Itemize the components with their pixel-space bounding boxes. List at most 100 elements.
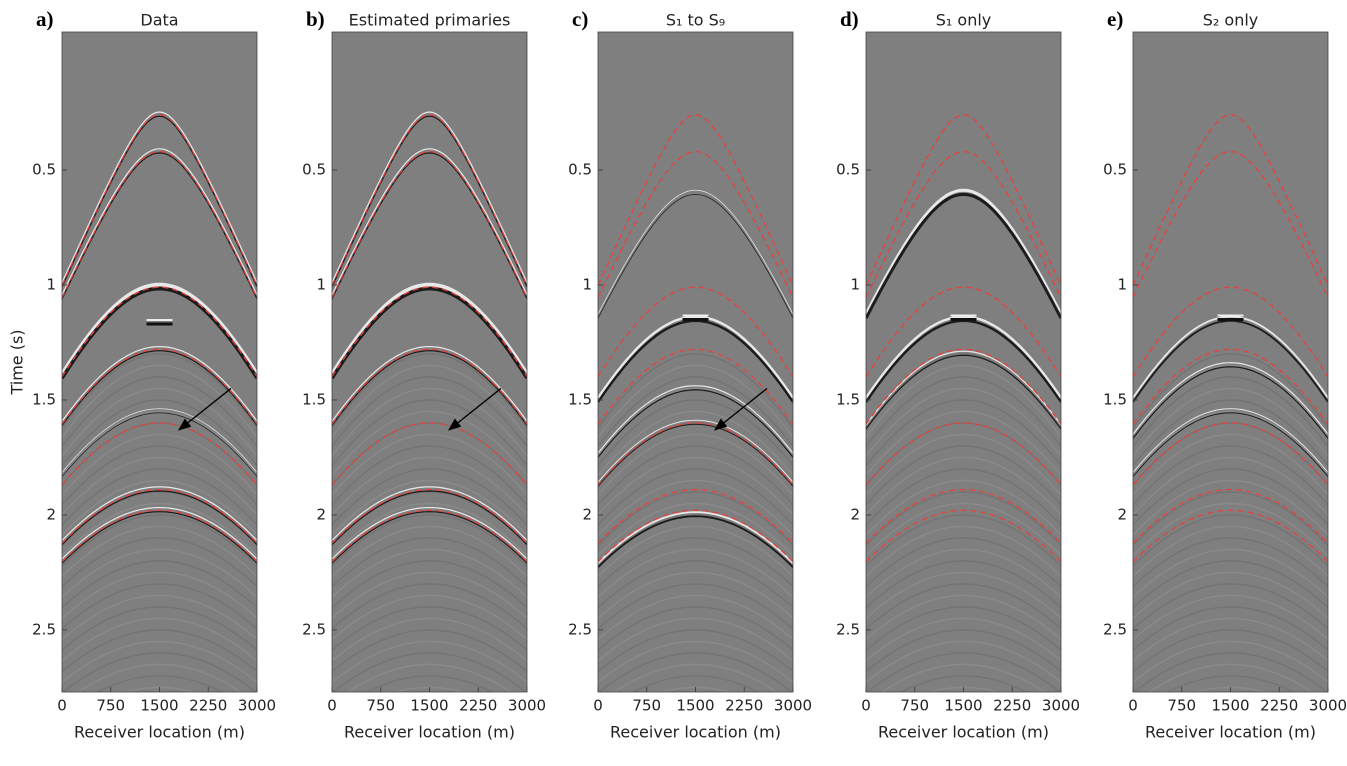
ringing xyxy=(598,491,793,546)
ringing xyxy=(598,571,793,619)
ringing xyxy=(62,433,257,496)
x-axis-label: Receiver location (m) xyxy=(74,723,245,742)
event-black xyxy=(332,286,527,380)
ringing xyxy=(866,548,1061,598)
ringing xyxy=(880,663,1047,692)
red-dashed xyxy=(866,509,1061,563)
ringing xyxy=(598,606,793,651)
red-dashed xyxy=(62,509,257,563)
ringing xyxy=(1133,456,1328,516)
panel-title: Estimated primaries xyxy=(349,11,511,30)
ringing xyxy=(866,571,1061,619)
ringing xyxy=(62,468,257,526)
panel-label: a) xyxy=(36,7,54,31)
ringing xyxy=(1133,594,1328,640)
event-white xyxy=(62,282,257,375)
x-tick-label: 750 xyxy=(96,697,125,715)
event-white xyxy=(598,385,793,454)
event-white xyxy=(332,282,527,375)
ringing xyxy=(866,583,1061,630)
ringing xyxy=(866,479,1061,536)
ringing xyxy=(866,433,1061,496)
y-tick-label: 0.5 xyxy=(836,160,860,178)
event-white xyxy=(1133,362,1328,435)
red-dashed xyxy=(62,422,257,486)
panel: 0 750 1500 2250 3000 0.5 1 1.5 2 2.5 d) S₁ only Rece… xyxy=(836,7,1080,742)
x-tick-label: 1500 xyxy=(1211,697,1249,715)
ringing xyxy=(1133,652,1328,692)
arrow xyxy=(713,387,768,431)
ringing xyxy=(598,376,793,447)
panel-title: Data xyxy=(140,11,178,30)
ringing xyxy=(1133,468,1328,526)
red-dashed xyxy=(866,488,1061,544)
panel-label: c) xyxy=(572,7,588,31)
ringing xyxy=(332,433,527,496)
red-dashed xyxy=(62,114,257,286)
event-black xyxy=(62,490,257,546)
y-tick-label: 2.5 xyxy=(1103,620,1127,638)
panel-label: d) xyxy=(840,7,859,31)
ringing xyxy=(332,629,527,673)
red-dashed xyxy=(598,488,793,544)
x-tick-label: 750 xyxy=(1167,697,1196,715)
y-tick-label: 1.5 xyxy=(836,390,860,408)
red-dashed xyxy=(1133,114,1328,286)
ringing xyxy=(598,399,793,466)
ringing xyxy=(332,376,527,447)
wavefield xyxy=(332,111,527,692)
ringing xyxy=(866,491,1061,546)
ringing xyxy=(1133,387,1328,457)
y-tick-label: 2.5 xyxy=(568,620,592,638)
x-tick-label: 3000 xyxy=(508,697,546,715)
event-white xyxy=(62,148,257,296)
ringing xyxy=(332,617,527,662)
event-black xyxy=(1133,412,1328,477)
ringing xyxy=(1133,571,1328,619)
ringing xyxy=(866,502,1061,557)
ringing xyxy=(1147,663,1314,692)
ringing xyxy=(1133,629,1328,673)
ringing xyxy=(866,456,1061,516)
ringing xyxy=(598,537,793,588)
x-tick-label: 1500 xyxy=(140,697,178,715)
ringing xyxy=(365,675,494,692)
ringing xyxy=(598,548,793,598)
ringing xyxy=(95,675,224,692)
arrow xyxy=(447,387,502,431)
y-tick-label: 1 xyxy=(1117,275,1127,293)
x-tick-label: 2250 xyxy=(725,697,763,715)
red-dashed xyxy=(1133,509,1328,563)
ringing xyxy=(1133,399,1328,466)
ringing xyxy=(866,594,1061,640)
red-dashed xyxy=(598,422,793,486)
ringing xyxy=(332,583,527,630)
ringing xyxy=(62,548,257,598)
ringing xyxy=(598,594,793,640)
ringing xyxy=(598,433,793,496)
event-white xyxy=(62,345,257,422)
panel-title: S₁ only xyxy=(936,11,992,30)
red-dashed xyxy=(332,114,527,286)
ringing xyxy=(332,410,527,476)
wavefield xyxy=(62,111,257,692)
x-tick-label: 2250 xyxy=(459,697,497,715)
red-dashed xyxy=(598,348,793,425)
ringing xyxy=(332,479,527,536)
x-tick-label: 750 xyxy=(900,697,929,715)
ringing xyxy=(1133,537,1328,588)
x-tick-label: 0 xyxy=(327,697,337,715)
panel-background xyxy=(62,32,257,692)
ringing xyxy=(62,560,257,609)
ringing xyxy=(598,364,793,438)
ringing xyxy=(332,468,527,526)
ringing xyxy=(346,663,513,692)
x-tick-label: 0 xyxy=(1128,697,1138,715)
ringing xyxy=(598,525,793,577)
panel: 0 750 1500 2250 3000 0.5 1 1.5 2 2.5 b) Estimated p… xyxy=(302,7,546,742)
ringing xyxy=(62,491,257,546)
ringing xyxy=(866,399,1061,466)
ringing xyxy=(866,514,1061,567)
panel-label: b) xyxy=(306,7,325,31)
